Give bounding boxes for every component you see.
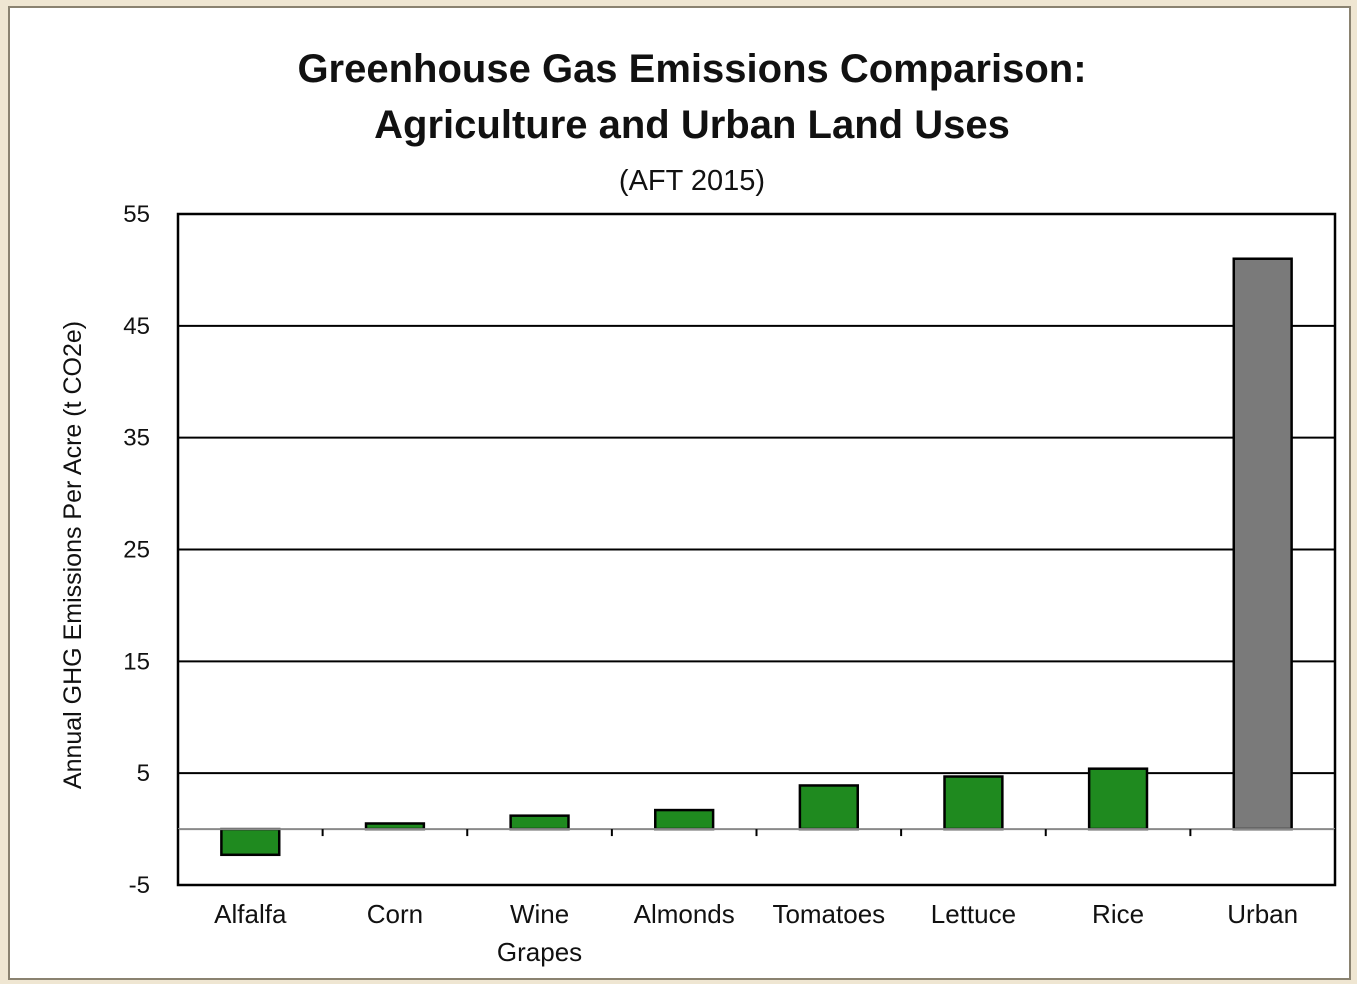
y-tick-label: -5 <box>129 872 150 899</box>
chart-subtitle: (AFT 2015) <box>619 165 765 197</box>
axes <box>176 212 1337 887</box>
bars <box>220 257 1293 857</box>
chart-title: Greenhouse Gas Emissions Comparison: <box>297 47 1086 91</box>
y-tick-label: 45 <box>123 313 150 340</box>
y-tick-label: 35 <box>123 425 150 452</box>
y-tick-label: 25 <box>123 537 150 564</box>
y-axis-title: Annual GHG Emissions Per Acre (t CO2e) <box>59 321 87 789</box>
chart-title-line2: Agriculture and Urban Land Uses <box>374 103 1010 147</box>
bar <box>798 784 859 831</box>
y-tick-label: 5 <box>137 760 150 787</box>
tick-labels: -5 5 15 25 35 45 55 Alfalfa Corn Wine Grapes Almond… <box>123 201 1298 967</box>
x-tick-label: Corn <box>367 899 423 929</box>
bar <box>943 775 1004 831</box>
bar <box>1087 767 1149 831</box>
chart-frame: Greenhouse Gas Emissions Comparison: Agr… <box>8 6 1351 980</box>
plot-border <box>176 212 1337 887</box>
x-tick-label: Almonds <box>634 899 735 929</box>
bar <box>1232 257 1293 831</box>
y-tick-label: 15 <box>123 648 150 675</box>
x-tick-label: Urban <box>1227 899 1298 929</box>
x-tick-label: Grapes <box>497 937 582 967</box>
x-tick-label: Rice <box>1092 899 1144 929</box>
bar <box>654 808 715 831</box>
x-tick-label: Lettuce <box>931 899 1016 929</box>
y-tick-label: 55 <box>123 201 150 228</box>
x-tick-label: Alfalfa <box>214 899 287 929</box>
x-tick-label: Tomatoes <box>772 899 885 929</box>
bar <box>220 827 281 857</box>
gridlines <box>178 213 1335 775</box>
bar <box>509 814 570 831</box>
bar-chart: Greenhouse Gas Emissions Comparison: Agr… <box>59 47 1337 967</box>
x-tick-label: Wine <box>510 899 569 929</box>
